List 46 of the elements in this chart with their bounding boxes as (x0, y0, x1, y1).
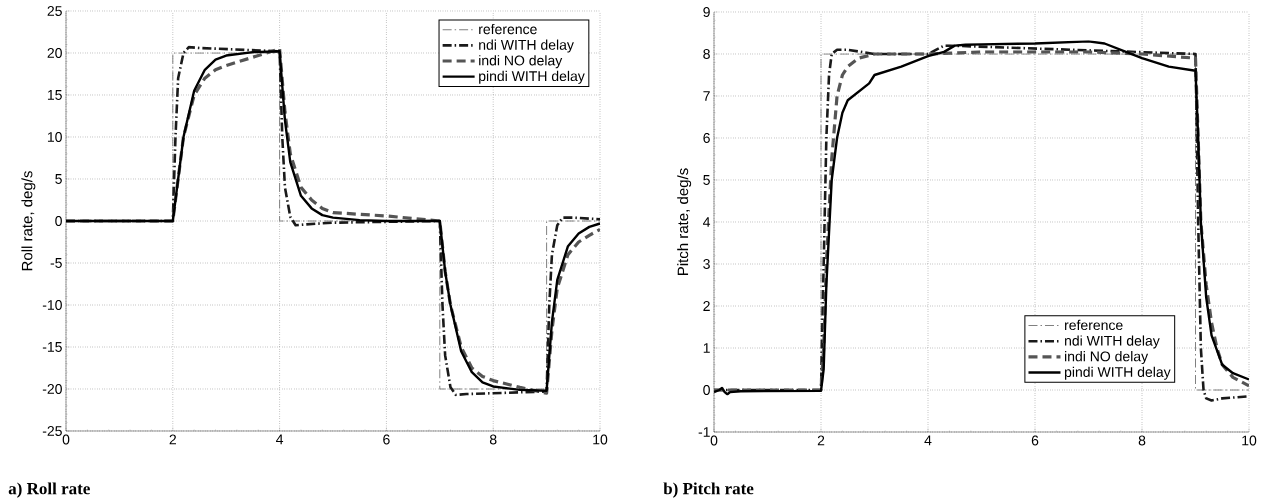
y-tick-label: -10 (42, 300, 62, 310)
x-tick-label: 2 (817, 435, 825, 446)
x-tick-label: 4 (924, 435, 932, 446)
legend-label: ndi WITH delay (479, 39, 574, 53)
x-tick-label: 0 (710, 435, 718, 446)
y-tick-label: 6 (703, 133, 710, 143)
y-tick-label: 2 (703, 301, 710, 311)
text: b) Pitch rate (663, 482, 754, 498)
x-tick-label: 10 (593, 434, 608, 445)
legend-label: reference (479, 23, 537, 35)
legend-label: reference (1065, 319, 1123, 331)
legend-label: pindi WITH delay (479, 70, 585, 84)
y-tick-label: 3 (703, 259, 710, 269)
legend-label: ndi WITH delay (1065, 335, 1160, 349)
x-tick-label: 2 (169, 434, 176, 445)
y-tick-label: 10 (47, 132, 62, 142)
y-tick-label: 1 (703, 343, 710, 353)
y-tick-label: 5 (55, 174, 62, 184)
x-tick-label: 8 (1138, 435, 1146, 446)
y-tick-label: 0 (703, 385, 710, 395)
y-tick-label: -25 (42, 426, 62, 436)
x-tick-label: 4 (276, 434, 284, 445)
y-tick-label: 5 (703, 175, 710, 185)
y-tick-label: 20 (47, 48, 62, 58)
x-tick-label: 6 (1031, 435, 1039, 446)
legend-label: indi NO delay (479, 55, 563, 69)
legend-label: indi NO delay (1065, 351, 1149, 365)
y-tick-label: 9 (703, 7, 710, 17)
x-tick-label: 8 (489, 434, 497, 445)
y-tick-label: 15 (47, 90, 62, 100)
y-tick-label: -1 (698, 427, 710, 437)
y-axis-title: Pitch rate, deg/s (677, 168, 692, 275)
y-tick-label: 25 (47, 6, 62, 16)
y-tick-label: 7 (703, 91, 710, 101)
y-tick-label: -15 (42, 342, 62, 352)
x-tick-label: 10 (1242, 435, 1257, 446)
y-tick-label: -20 (42, 384, 62, 394)
y-tick-label: 0 (55, 216, 62, 226)
y-tick-label: 8 (703, 49, 710, 59)
legend-label: pindi WITH delay (1065, 366, 1171, 380)
y-axis-title: Roll rate, deg/s (21, 171, 36, 271)
x-tick-label: 6 (383, 434, 390, 445)
y-tick-label: -5 (50, 258, 62, 268)
text: a) Roll rate (8, 482, 90, 498)
y-tick-label: 4 (703, 217, 711, 227)
x-tick-label: 0 (62, 434, 70, 445)
